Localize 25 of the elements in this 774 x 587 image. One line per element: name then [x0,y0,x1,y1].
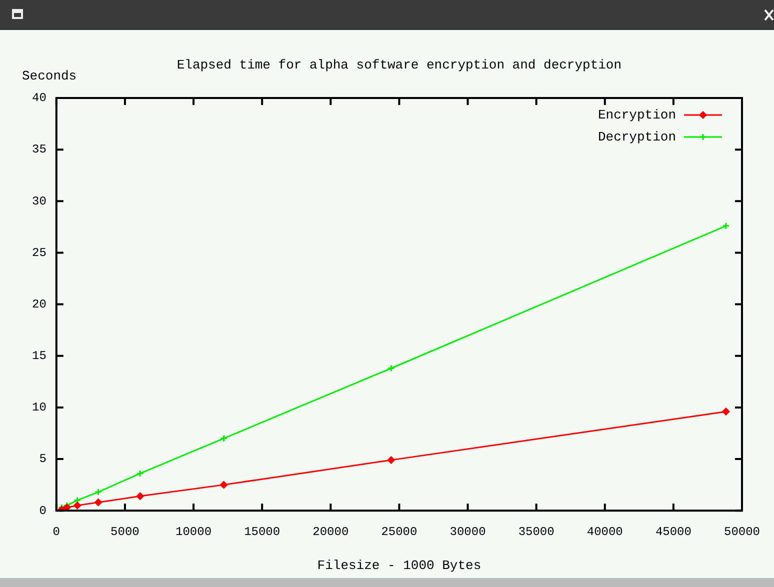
y-tick-label: 20 [32,297,46,312]
x-tick-label: 5000 [110,524,140,539]
y-tick-label: 40 [32,91,46,106]
y-tick-label: 0 [39,504,46,518]
x-tick-label: 25000 [381,524,418,539]
y-axis-title: Seconds [22,68,77,84]
y-tick-label: 25 [32,246,46,260]
x-tick-label: 45000 [655,524,692,539]
x-tick-label: 35000 [518,524,554,539]
x-tick-label: 30000 [450,524,486,539]
y-tick-label: 5 [39,452,46,466]
chart-title: Elapsed time for alpha software encryption and decryption [176,57,622,72]
x-axis-title: Filesize - 1000 Bytes [317,558,482,574]
x-tick-label: 50000 [724,524,760,539]
y-tick-label: 30 [32,194,46,208]
x-tick-label: 15000 [244,524,280,539]
legend-label: Decryption [598,129,676,144]
legend-label: Encryption [598,107,676,122]
y-tick-label: 10 [32,400,46,415]
x-tick-label: 20000 [312,524,349,539]
y-tick-label: 35 [32,142,46,157]
y-tick-label: 15 [32,349,46,364]
x-tick-label: 40000 [586,524,623,539]
x-tick-label: 10000 [176,524,212,539]
x-tick-label: 0 [52,524,60,539]
